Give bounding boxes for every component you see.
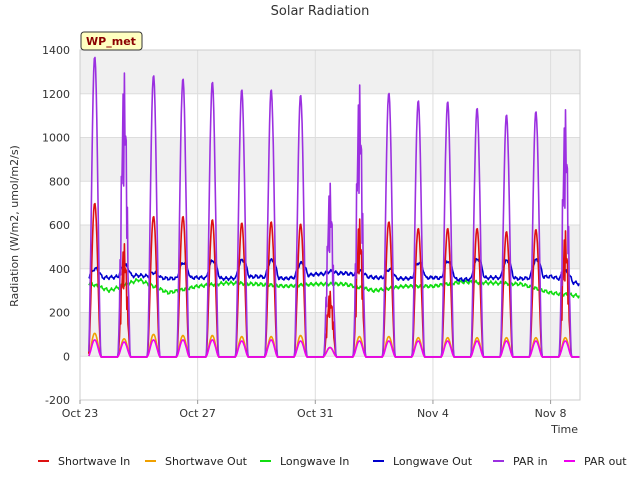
- x-axis-label: Time: [550, 423, 578, 436]
- legend-item-par-out: PAR out: [564, 455, 627, 468]
- legend-item-longwave-out: Longwave Out: [373, 455, 473, 468]
- legend-label: Longwave Out: [393, 455, 473, 468]
- y-tick-label: -200: [45, 394, 70, 407]
- legend-label: Shortwave In: [58, 455, 130, 468]
- x-tick-label: Oct 31: [297, 407, 334, 420]
- y-tick-label: 1200: [42, 88, 70, 101]
- legend-item-par-in: PAR in: [493, 455, 548, 468]
- x-tick-label: Oct 27: [179, 407, 216, 420]
- x-tick-label: Nov 8: [535, 407, 567, 420]
- chart-title: Solar Radiation: [271, 4, 370, 19]
- legend: Shortwave In Shortwave Out Longwave In Long…: [38, 455, 627, 468]
- y-tick-label: 0: [63, 350, 70, 363]
- legend-label: PAR in: [513, 455, 548, 468]
- y-tick-label: 200: [49, 307, 70, 320]
- legend-label: Shortwave Out: [165, 455, 248, 468]
- y-tick-labels: -200 0 200 400 600 800 1000 1200 1400: [42, 44, 70, 407]
- y-axis-label: Radiation (W/m2, umol/m2/s): [8, 145, 21, 307]
- legend-label: Longwave In: [280, 455, 349, 468]
- legend-item-shortwave-in: Shortwave In: [38, 455, 130, 468]
- x-tick-labels: Oct 23 Oct 27 Oct 31 Nov 4 Nov 8: [62, 400, 567, 420]
- series-layer: [88, 56, 581, 358]
- y-tick-label: 400: [49, 263, 70, 276]
- legend-item-longwave-in: Longwave In: [260, 455, 349, 468]
- axes: [79, 49, 581, 401]
- y-tick-label: 600: [49, 219, 70, 232]
- svg-text:WP_met: WP_met: [86, 35, 136, 48]
- x-tick-label: Nov 4: [417, 407, 449, 420]
- y-tick-label: 1000: [42, 132, 70, 145]
- legend-label: PAR out: [584, 455, 627, 468]
- y-tick-label: 800: [49, 175, 70, 188]
- series-line-par-out: [88, 339, 580, 358]
- y-tick-label: 1400: [42, 44, 70, 57]
- x-tick-label: Oct 23: [62, 407, 99, 420]
- legend-item-shortwave-out: Shortwave Out: [145, 455, 248, 468]
- station-badge: WP_met: [80, 31, 143, 51]
